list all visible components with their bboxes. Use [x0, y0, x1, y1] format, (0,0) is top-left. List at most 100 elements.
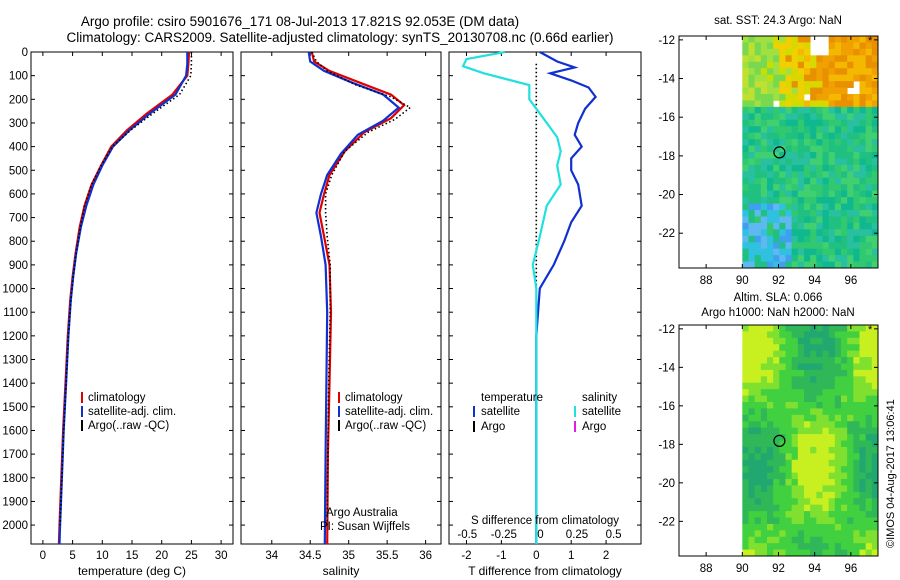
- annotation-line2: PI: Susan Wijffels: [320, 521, 410, 533]
- map-cell: [803, 74, 811, 82]
- map-cell: [871, 434, 879, 441]
- map-cell: [797, 389, 805, 396]
- map-cell: [841, 498, 848, 506]
- map-cell: [822, 459, 830, 467]
- map-cell: [748, 48, 756, 56]
- map-cell: [760, 536, 768, 544]
- map-cell: [791, 87, 799, 95]
- map-cell: [810, 549, 817, 557]
- map-cell: [797, 68, 805, 76]
- map-cell: [785, 434, 793, 441]
- map-cell: [853, 106, 860, 114]
- map-cell: [791, 369, 799, 377]
- map-cell: [834, 382, 842, 390]
- map-cell: [742, 376, 749, 384]
- map-cell: [791, 197, 799, 204]
- map-cell: [797, 337, 805, 345]
- map-cell: [760, 363, 768, 371]
- map-cell: [791, 479, 799, 486]
- map-cell: [754, 414, 762, 422]
- map-cell: [828, 485, 836, 493]
- map-cell: [791, 68, 799, 76]
- map-cell: [828, 36, 836, 43]
- map-cell: [748, 152, 756, 159]
- map-cell: [865, 344, 873, 352]
- map-cell: [742, 523, 749, 531]
- map-cell: [828, 325, 836, 332]
- map-cell: [742, 344, 749, 352]
- map-cell: [853, 242, 860, 250]
- map-cell: [766, 68, 774, 76]
- map-cell: [748, 119, 756, 127]
- map-cell: [742, 446, 749, 454]
- map-cell: [754, 235, 762, 243]
- map-cell: [834, 427, 842, 435]
- map-cell: [853, 235, 860, 243]
- map-cell: [816, 427, 823, 435]
- map-cell: [760, 350, 768, 358]
- map-cell: [791, 81, 799, 88]
- map-cell: [779, 100, 786, 108]
- map-cell: [773, 549, 780, 557]
- map-cell: [766, 100, 774, 108]
- map-cell: [766, 395, 774, 403]
- map-cell: [791, 331, 799, 339]
- map-cell: [797, 222, 805, 230]
- map-cell: [760, 158, 768, 166]
- map-cell: [841, 190, 848, 198]
- map-cell: [742, 543, 749, 550]
- map-cell: [742, 36, 749, 43]
- map-cell: [766, 414, 774, 422]
- map-cell: [834, 36, 842, 43]
- map-cell: [748, 132, 756, 140]
- map-cell: [754, 36, 762, 43]
- map-cell: [871, 203, 879, 211]
- map-cell: [859, 389, 867, 396]
- map-cell: [773, 197, 780, 204]
- map-cell: [754, 255, 762, 262]
- map-cell: [785, 197, 793, 204]
- map-cell: [865, 126, 873, 134]
- map-cell: [779, 350, 786, 358]
- legend-label: Argo: [582, 421, 606, 433]
- map-cell: [822, 216, 830, 224]
- map-cell: [810, 145, 817, 153]
- map-cell: [766, 216, 774, 224]
- map-cell: [859, 523, 867, 531]
- map-cell: [822, 325, 830, 332]
- map-cell: [816, 55, 823, 63]
- map-cell: [773, 402, 780, 409]
- map-cell: [816, 466, 823, 473]
- map-cell: [834, 530, 842, 538]
- lon-tick-label: 88: [700, 563, 713, 575]
- map-cell: [816, 369, 823, 377]
- map-cell: [834, 126, 842, 134]
- s-tick-label: 0.25: [566, 529, 588, 541]
- map-cell: [822, 472, 830, 480]
- map-cell: [748, 87, 756, 95]
- map-cell: [785, 350, 793, 358]
- map-cell: [803, 132, 811, 140]
- map-cell: [816, 536, 823, 544]
- map-cell: [822, 190, 830, 198]
- map-cell: [828, 242, 836, 250]
- map-cell: [828, 203, 836, 211]
- map-cell: [810, 434, 817, 441]
- map-cell: [871, 491, 879, 499]
- map-cell: [822, 171, 830, 179]
- map-cell: [760, 210, 768, 217]
- map-cell: [766, 427, 774, 435]
- map-cell: [760, 55, 768, 63]
- map-cell: [871, 132, 879, 140]
- map-cell: [797, 164, 805, 172]
- map-cell: [785, 242, 793, 250]
- map-cell: [803, 504, 811, 512]
- map-cell: [785, 421, 793, 429]
- map-cell: [841, 55, 848, 63]
- map-cell: [847, 42, 854, 50]
- map-cell: [748, 197, 756, 204]
- map-cell: [816, 382, 823, 390]
- map-cell: [797, 61, 805, 69]
- map-cell: [760, 261, 768, 269]
